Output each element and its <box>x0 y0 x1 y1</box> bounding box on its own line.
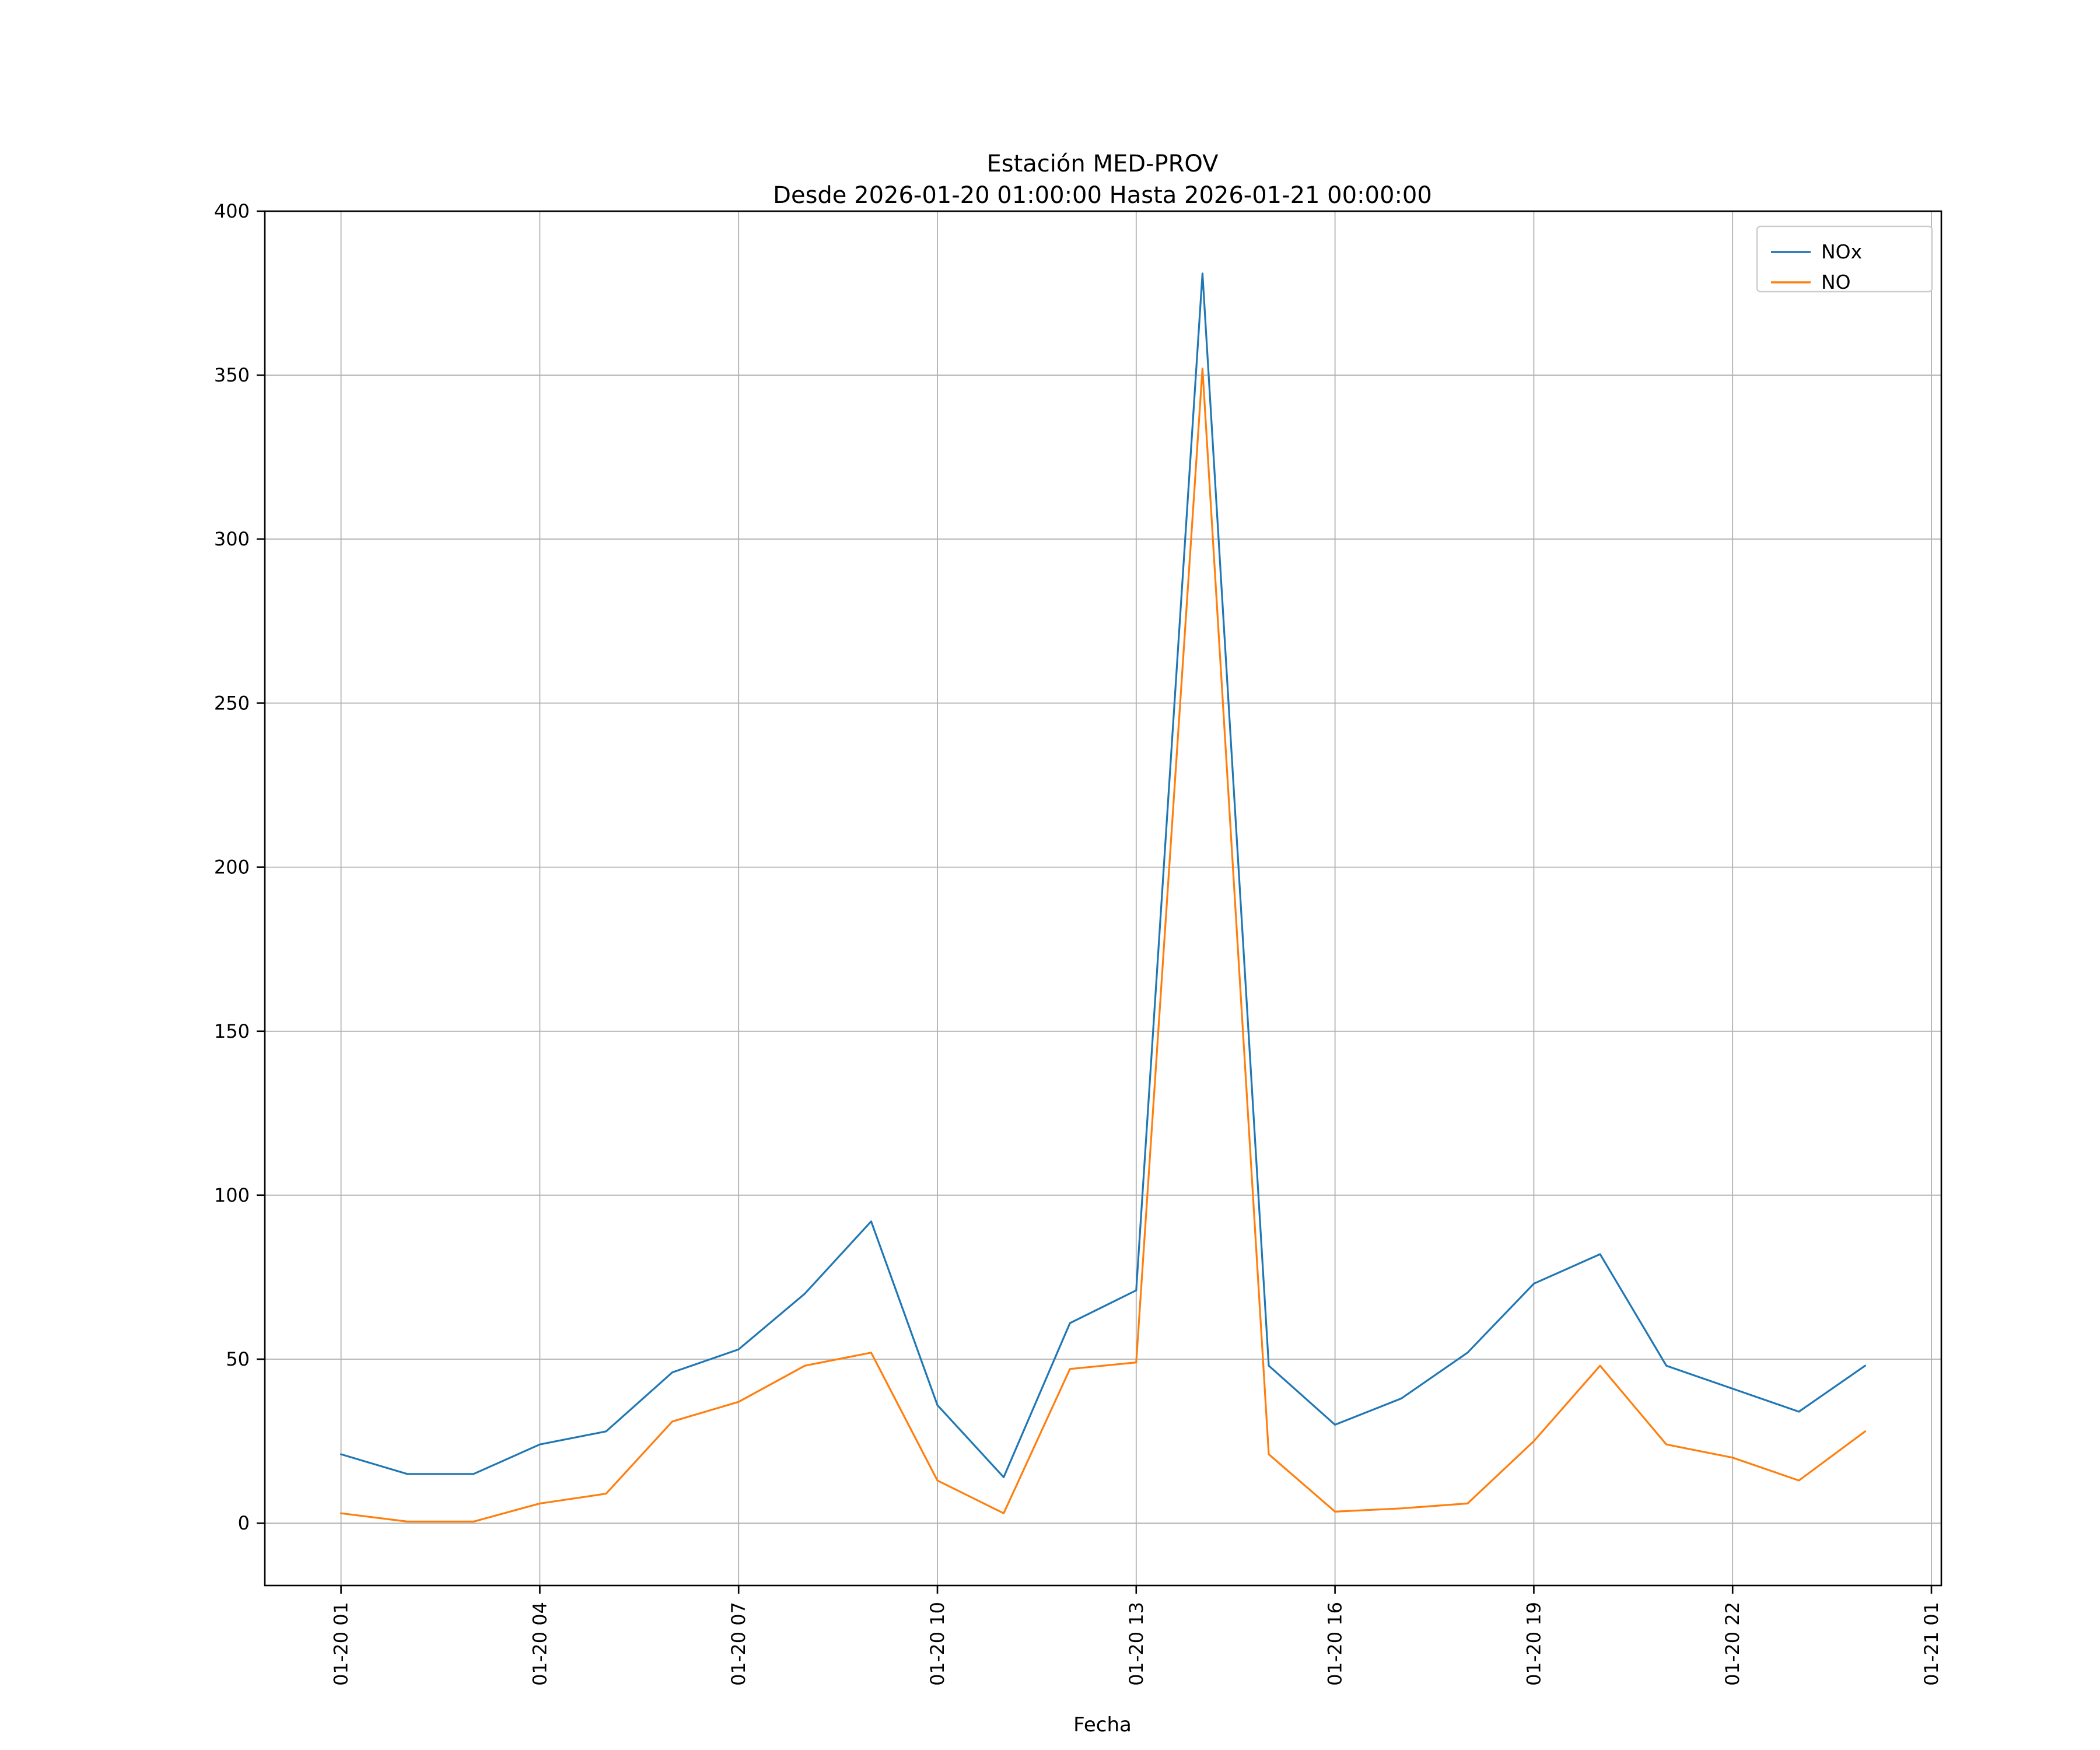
chart-subtitle: Desde 2026-01-20 01:00:00 Hasta 2026-01-… <box>773 182 1432 209</box>
x-tick-label: 01-21 01 <box>1920 1602 1943 1686</box>
x-tick-label: 01-20 22 <box>1721 1602 1744 1686</box>
y-tick-label: 0 <box>238 1512 250 1534</box>
legend-label-no: NO <box>1821 271 1851 293</box>
x-tick-label: 01-20 19 <box>1522 1602 1545 1686</box>
series-line-nox <box>340 272 1866 1478</box>
legend-label-nox: NOx <box>1821 240 1862 263</box>
series-line-no <box>340 368 1866 1522</box>
x-tick-label: 01-20 07 <box>727 1602 750 1686</box>
y-tick-label: 400 <box>214 200 250 222</box>
legend-box <box>1756 225 1933 293</box>
y-tick-label: 100 <box>214 1184 250 1206</box>
plot-border <box>264 210 1943 1587</box>
x-tick-label: 01-20 04 <box>528 1602 551 1686</box>
series-layer <box>340 272 1866 1522</box>
x-tick-label: 01-20 16 <box>1324 1602 1346 1686</box>
grid-layer <box>265 211 1941 1586</box>
x-tick-label: 01-20 01 <box>330 1602 352 1686</box>
y-tick-label: 300 <box>214 528 250 550</box>
x-axis-label: Fecha <box>1073 1713 1132 1737</box>
x-tick-label: 01-20 13 <box>1125 1602 1147 1686</box>
y-tick-label: 250 <box>214 692 250 714</box>
y-tick-label: 50 <box>226 1348 250 1370</box>
legend: NOx NO <box>1756 225 1933 293</box>
x-tick-label: 01-20 10 <box>926 1602 949 1686</box>
axes-layer: 0 50 100 150 200 250 300 350 400 01-20 01 01-20 04… <box>214 200 1943 1686</box>
y-tick-label: 200 <box>214 856 250 878</box>
y-tick-label: 150 <box>214 1020 250 1042</box>
chart-title: Estación MED-PROV <box>986 150 1219 177</box>
y-tick-label: 350 <box>214 364 250 386</box>
